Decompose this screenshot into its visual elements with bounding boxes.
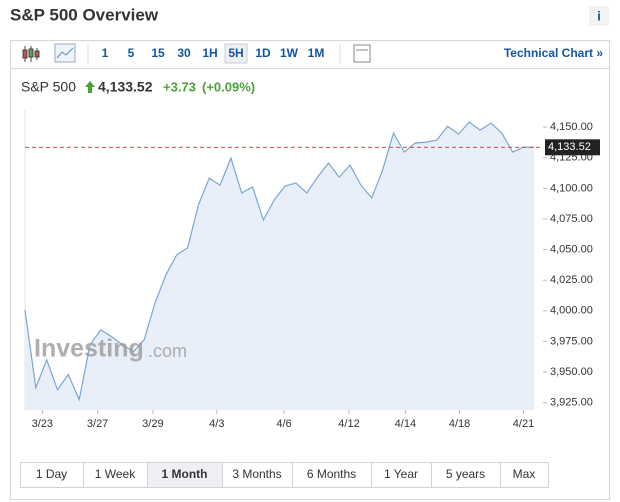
x-tick-label: 4/12 bbox=[338, 418, 359, 430]
range-button-bg[interactable] bbox=[292, 462, 372, 488]
last-price-label: 4,133.52 bbox=[548, 141, 591, 153]
area-icon[interactable] bbox=[54, 43, 76, 63]
area-icon-line bbox=[56, 47, 74, 59]
range-button-bg[interactable] bbox=[20, 462, 84, 488]
y-tick-label: 4,150.00 bbox=[550, 121, 593, 133]
interval-button[interactable]: 1 bbox=[102, 46, 109, 60]
range-button[interactable]: Max bbox=[513, 467, 536, 481]
x-tick-label: 3/29 bbox=[142, 418, 163, 430]
quote-last: 4,133.52 bbox=[98, 79, 153, 95]
range-button[interactable]: 1 Week bbox=[95, 467, 136, 481]
interval-button[interactable]: 30 bbox=[177, 46, 191, 60]
y-tick-label: 4,000.00 bbox=[550, 305, 593, 317]
interval-button[interactable]: 1M bbox=[308, 46, 325, 60]
range-button-bg[interactable] bbox=[500, 462, 549, 488]
y-tick-label: 3,975.00 bbox=[550, 335, 593, 347]
range-button[interactable]: 5 years bbox=[446, 467, 485, 481]
up-arrow bbox=[85, 81, 95, 93]
interval-selected-bg[interactable] bbox=[224, 43, 248, 64]
y-tick-label: 4,075.00 bbox=[550, 213, 593, 225]
y-tick-label: 4,050.00 bbox=[550, 243, 593, 255]
range-button[interactable]: 6 Months bbox=[307, 467, 356, 481]
info-button-bg[interactable] bbox=[589, 6, 609, 26]
range-button-bg[interactable] bbox=[147, 462, 223, 488]
x-tick-label: 4/18 bbox=[449, 418, 470, 430]
watermark-suffix: .com bbox=[148, 341, 187, 361]
quote-change-pct: (+0.09%) bbox=[202, 79, 255, 94]
y-tick-label: 3,925.00 bbox=[550, 397, 593, 409]
plot: 3,925.00 3,950.00 3,975.00 4,000.00 4,025.00… bbox=[24, 110, 600, 430]
interval-button[interactable]: 5 bbox=[128, 46, 135, 60]
interval-button[interactable]: 1H bbox=[202, 46, 217, 60]
x-tick-label: 3/23 bbox=[32, 418, 53, 430]
x-tick-label: 4/21 bbox=[513, 418, 534, 430]
x-tick-label: 4/14 bbox=[395, 418, 416, 430]
range-button[interactable]: 1 Day bbox=[36, 467, 67, 481]
widget-title: S&P 500 Overview bbox=[10, 5, 159, 24]
technical-chart-link[interactable]: Technical Chart » bbox=[504, 46, 603, 60]
last-price-tag bbox=[545, 139, 600, 156]
range-button-bg[interactable] bbox=[431, 462, 501, 488]
area-fill bbox=[25, 122, 535, 410]
y-tick-label: 3,950.00 bbox=[550, 366, 593, 378]
range-button[interactable]: 1 Month bbox=[162, 467, 208, 481]
interval-button[interactable]: 1D bbox=[255, 46, 271, 60]
range-button[interactable]: 3 Months bbox=[232, 467, 281, 481]
interval-button[interactable]: 1W bbox=[280, 46, 299, 60]
y-tick-label: 4,025.00 bbox=[550, 274, 593, 286]
x-tick-label: 4/3 bbox=[209, 418, 224, 430]
quote-change: +3.73 bbox=[163, 79, 196, 94]
quote-name: S&P 500 bbox=[21, 79, 76, 95]
y-tick-label: 4,100.00 bbox=[550, 182, 593, 194]
interval-button[interactable]: 5H bbox=[228, 46, 243, 60]
candle-icon[interactable] bbox=[22, 46, 40, 62]
x-tick-label: 3/27 bbox=[87, 418, 108, 430]
widget-frame bbox=[10, 40, 610, 500]
table-icon[interactable] bbox=[353, 44, 371, 63]
watermark-brand: Investing bbox=[34, 335, 144, 363]
interval-button[interactable]: 15 bbox=[151, 46, 165, 60]
range-button-bg[interactable] bbox=[222, 462, 293, 488]
range-button[interactable]: 1 Year bbox=[384, 467, 418, 481]
info-button[interactable]: i bbox=[597, 8, 601, 23]
price-line bbox=[24, 121, 535, 402]
x-tick-label: 4/6 bbox=[276, 418, 291, 430]
